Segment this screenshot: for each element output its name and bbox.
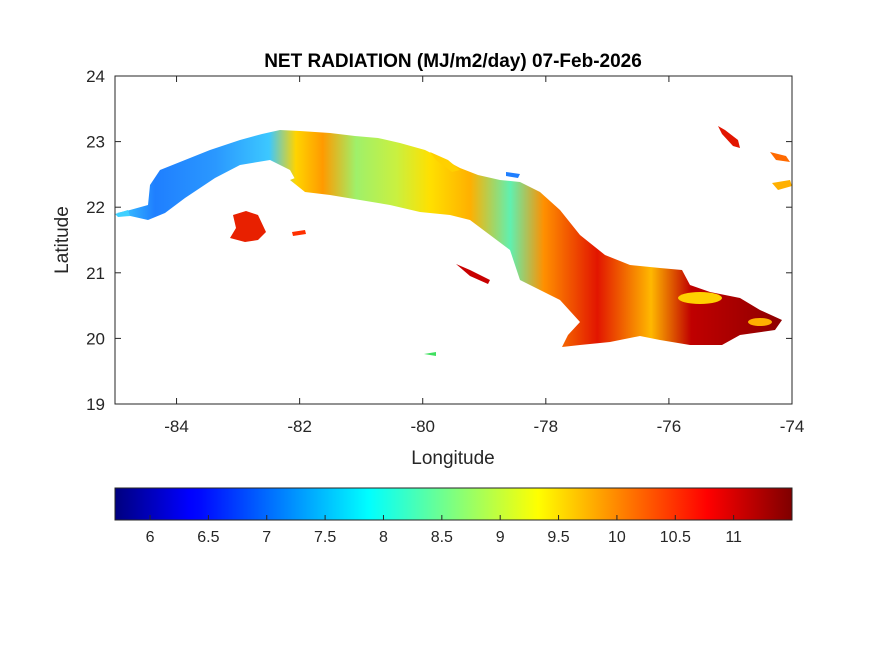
cuba-west-tip — [115, 210, 130, 217]
colorbar-tick-label: 9.5 — [547, 529, 569, 546]
cayo-north-east — [718, 126, 740, 148]
isla-de-la-juventud — [230, 211, 266, 242]
x-axis-ticks: -84 -82 -80 -78 -76 -74 — [164, 76, 804, 436]
y-tick-label: 23 — [86, 133, 105, 152]
colorbar-tick-label: 11 — [725, 529, 742, 546]
colorbar-tick-label: 6 — [146, 529, 155, 546]
x-tick-label: -74 — [780, 417, 805, 436]
cayo-south-1 — [292, 230, 306, 236]
colorbar-tick-label: 9 — [496, 529, 505, 546]
colorbar-tick-label: 10.5 — [660, 529, 691, 546]
map-title: NET RADIATION (MJ/m2/day) 07-Feb-2026 — [264, 51, 642, 72]
colorbar-tick-label: 10 — [608, 529, 626, 546]
colorbar-gradient — [114, 487, 793, 521]
colorbar-tick-label: 6.5 — [197, 529, 219, 546]
x-tick-label: -76 — [657, 417, 682, 436]
x-tick-label: -84 — [164, 417, 189, 436]
cayo-north — [430, 152, 460, 172]
cuba-main-island — [117, 130, 782, 347]
x-tick-label: -80 — [410, 417, 435, 436]
plot-frame — [114, 75, 793, 405]
plot-area — [114, 75, 793, 405]
colorbar-ticks: 6 6.5 7 7.5 8 8.5 9 9.5 10 10.5 11 — [146, 515, 742, 546]
warm-patch-east — [678, 292, 722, 304]
y-axis-ticks: 24 23 22 21 20 19 — [86, 67, 792, 414]
colorbar-tick-label: 7.5 — [314, 529, 336, 546]
colorbar-tick-label: 8.5 — [431, 529, 453, 546]
raster-layer — [115, 126, 792, 356]
colorbar-tick-label: 8 — [379, 529, 388, 546]
y-tick-label: 19 — [86, 395, 105, 414]
y-tick-label: 20 — [86, 329, 105, 348]
x-tick-label: -78 — [534, 417, 559, 436]
cayo-far-east-1 — [770, 152, 790, 162]
y-axis-label: Latitude — [52, 206, 73, 274]
y-tick-label: 24 — [86, 67, 105, 86]
cayo-south-green — [424, 352, 436, 356]
x-axis-label: Longitude — [411, 448, 494, 469]
plot-background — [115, 76, 792, 404]
cayo-south-2 — [456, 264, 490, 284]
colorbar: 6 6.5 7 7.5 8 8.5 9 9.5 10 10.5 11 — [114, 487, 793, 546]
x-tick-label: -82 — [287, 417, 312, 436]
warm-patch-southeast — [748, 318, 772, 326]
y-tick-label: 21 — [86, 264, 105, 283]
colorbar-tick-label: 7 — [262, 529, 271, 546]
y-tick-label: 22 — [86, 198, 105, 217]
cayo-far-east-2 — [772, 180, 792, 190]
cayo-blue — [506, 172, 520, 178]
